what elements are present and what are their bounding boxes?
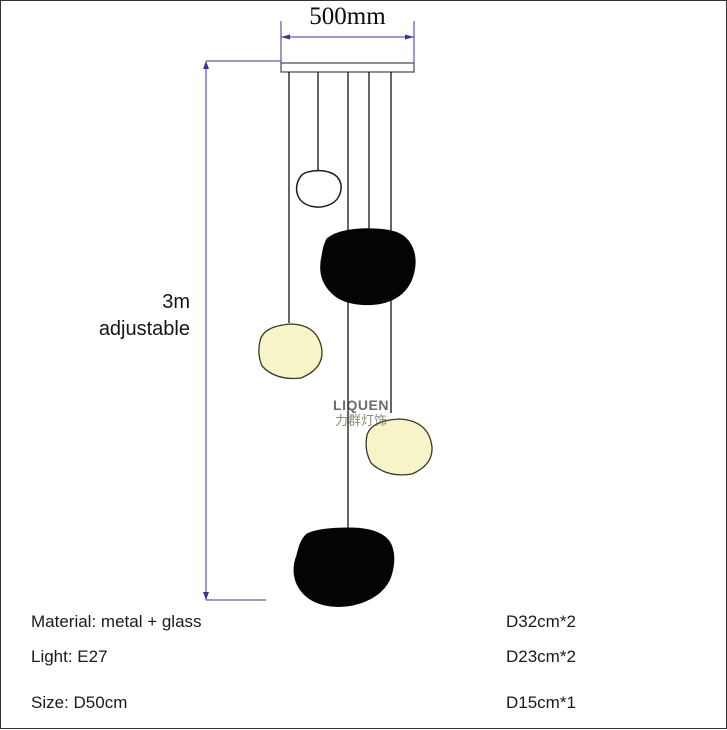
- svg-text:LIQUEN: LIQUEN: [333, 397, 389, 413]
- svg-text:力群灯饰: 力群灯饰: [335, 413, 387, 428]
